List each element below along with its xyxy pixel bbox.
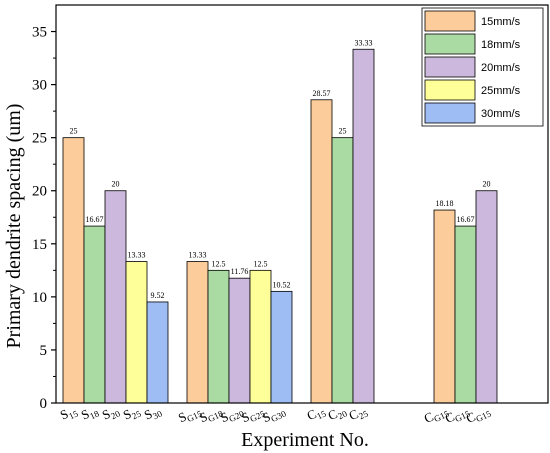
y-tick-label: 35 [32,25,47,41]
data-label: 12.5 [254,259,268,268]
category-label: CG15 [464,402,494,428]
category-label: S15 [58,402,80,424]
value-labels-layer: 25 16.67 20 13.33 9.52 13.33 12.5 11.76 12.5 10.5… [70,38,491,300]
data-label: 18.18 [436,199,454,208]
y-tick-label: 30 [32,78,47,94]
data-label: 12.5 [212,259,226,268]
category-label: C20 [325,402,349,425]
axes-layer: 0 5 10 15 20 25 30 35 [32,4,549,412]
legend-swatch [424,33,476,55]
data-label: 13.33 [128,251,146,260]
category-label: S30 [142,402,164,424]
category-label: C25 [346,402,370,425]
data-label: 16.67 [86,215,104,224]
data-label: 28.57 [313,89,331,98]
bar [125,261,148,404]
data-label: 25 [70,127,78,136]
bar [331,137,354,404]
bar [270,290,293,404]
category-label: S18 [79,402,101,424]
plot-frame [55,4,549,404]
category-label: S25 [121,402,143,424]
bar [62,137,85,404]
bar [228,277,251,404]
bar [454,225,477,404]
x-axis-title: Experiment No. [241,429,369,451]
bars-layer [62,48,498,404]
data-label: 20 [483,180,491,189]
bar [433,209,456,404]
bar [146,301,169,404]
category-label: C15 [304,402,328,425]
data-label: 20 [112,180,120,189]
data-label: 16.67 [457,215,475,224]
bar [249,269,272,404]
y-tick-label: 0 [40,396,48,412]
bar [475,190,498,404]
legend-swatch [424,79,476,101]
bar [83,225,106,404]
y-tick-label: 15 [32,237,47,253]
legend-label: 20mm/s [481,62,521,74]
data-label: 11.76 [231,267,249,276]
bar [207,269,230,404]
y-axis-title: Primary dendrite spacing (um) [3,104,25,349]
y-tick-label: 5 [40,343,48,359]
data-label: 33.33 [355,38,373,47]
bar [310,99,333,404]
legend-label: 18mm/s [481,39,521,51]
category-label-sub: G30 [269,408,288,424]
legend-swatch [424,10,476,32]
legend-label: 25mm/s [481,85,521,97]
y-tick-label: 25 [32,131,47,147]
data-label: 9.52 [151,291,165,300]
bar [352,48,375,404]
legend: 15mm/s 18mm/s 20mm/s 25mm/s 30mm/s [421,7,544,127]
data-label: 10.52 [273,280,291,289]
y-tick-label: 20 [32,184,47,200]
data-label: 25 [339,127,347,136]
data-label: 13.33 [189,251,207,260]
legend-label: 15mm/s [481,16,521,28]
category-label: S20 [100,402,122,424]
category-label-sub: G15 [474,408,493,424]
bar [104,190,127,404]
bar [186,261,209,404]
category-label: SG30 [260,402,288,427]
y-tick-label: 10 [32,290,47,306]
legend-label: 30mm/s [481,108,521,120]
legend-swatch [424,56,476,78]
legend-swatch [424,102,476,124]
